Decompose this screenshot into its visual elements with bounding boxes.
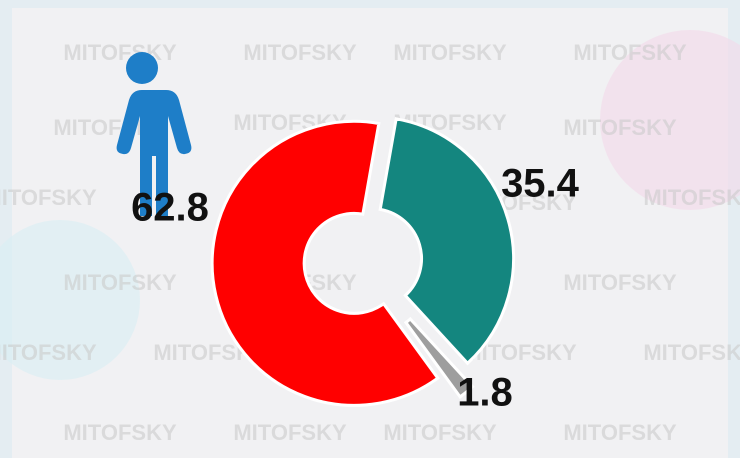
decor [0,220,140,380]
watermark: MITOFSKY [243,40,357,65]
person-icon [116,52,192,216]
watermark: MITOFSKY [0,185,97,210]
watermark: MITOFSKY [383,420,497,445]
watermark: MITOFSKY [63,420,177,445]
value-label: 62.8 [131,186,209,230]
watermark: MITOFSKY [563,270,677,295]
watermark: MITOFSKY [643,340,740,365]
watermark: MITOFSKY [643,185,740,210]
watermark: MITOFSKY [563,420,677,445]
watermark: MITOFSKY [563,115,677,140]
slice [378,117,516,366]
watermark: MITOFSKY [393,40,507,65]
watermark: MITOFSKY [63,40,177,65]
watermark: MITOFSKY [63,270,177,295]
value-label: 1.8 [457,371,513,415]
watermark: MITOFSKY [233,420,347,445]
watermark: MITOFSKY [0,340,97,365]
slice [210,119,440,407]
value-label: 35.4 [501,162,580,206]
decor [600,30,740,210]
slice [403,316,475,399]
donut [210,117,516,407]
watermark: MITOFSKY [573,40,687,65]
